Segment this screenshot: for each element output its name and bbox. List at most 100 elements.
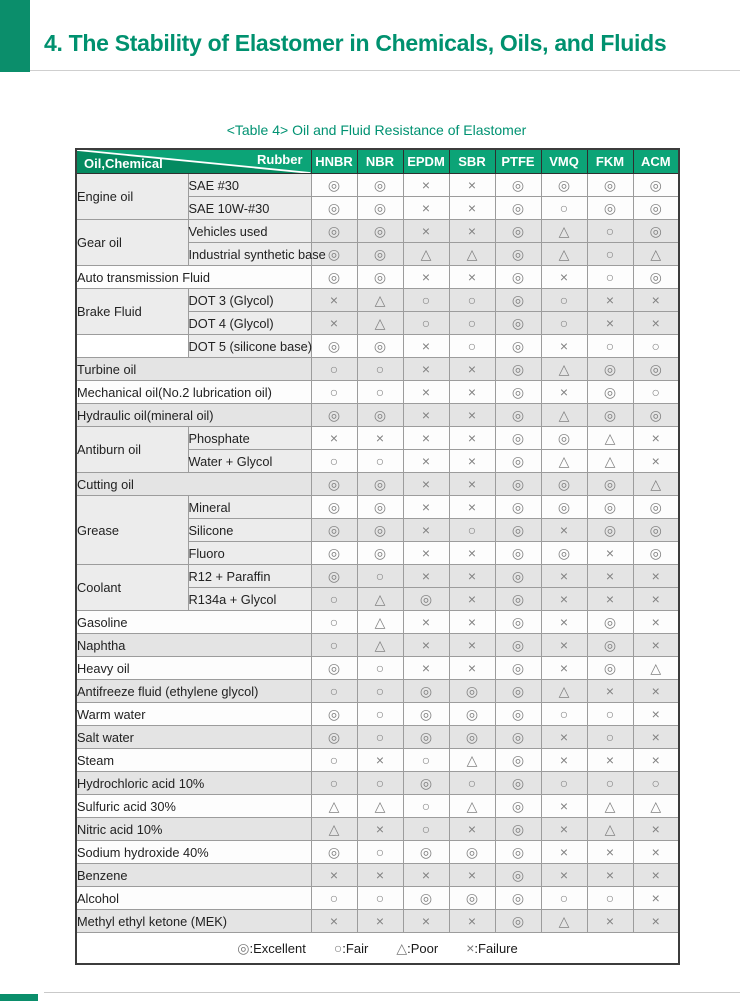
symbol-cell: ○ xyxy=(586,242,634,266)
symbol-cell: × xyxy=(540,725,588,749)
symbol-cell: ◎ xyxy=(494,196,542,220)
symbol-cell: ◎ xyxy=(632,403,680,427)
legend-item: ○:Fair xyxy=(333,940,369,956)
symbol-cell: ◎ xyxy=(586,472,634,496)
group-cell: Brake Fluid xyxy=(75,288,189,335)
symbol-cell: ◎ xyxy=(586,403,634,427)
symbol-cell: ◎ xyxy=(540,495,588,519)
symbol-cell: × xyxy=(632,449,680,473)
symbol-cell: ◎ xyxy=(494,610,542,634)
group-cell: Antiburn oil xyxy=(75,426,189,473)
symbol-cell: ○ xyxy=(310,748,358,772)
group-cell: Engine oil xyxy=(75,173,189,220)
row-label-cell: Antifreeze fluid (ethylene glycol) xyxy=(75,679,312,703)
symbol-cell: ○ xyxy=(586,219,634,243)
sub-label-cell: Fluoro xyxy=(187,541,312,565)
symbol-cell: ○ xyxy=(356,840,404,864)
symbol-cell: ◎ xyxy=(402,840,450,864)
row-label-cell: Hydrochloric acid 10% xyxy=(75,771,312,795)
symbol-cell: ◎ xyxy=(494,633,542,657)
symbol-cell: ○ xyxy=(540,886,588,910)
row-label-cell: Turbine oil xyxy=(75,357,312,381)
table-row: DOT 5 (silicone base) ◎ ◎ × ○ ◎ × ○ ○ xyxy=(75,334,680,358)
symbol-cell: ◎ xyxy=(310,403,358,427)
symbol-cell: × xyxy=(402,495,450,519)
symbol-cell: × xyxy=(402,173,450,197)
symbol-cell: × xyxy=(448,357,496,381)
symbol-cell: × xyxy=(540,840,588,864)
symbol-cell: ◎ xyxy=(356,173,404,197)
symbol-cell: ◎ xyxy=(356,334,404,358)
sub-label-cell: R134a + Glycol xyxy=(187,587,312,611)
table-row: Engine oil SAE #30 ◎ ◎ × × ◎ ◎ ◎ ◎ xyxy=(75,173,680,220)
symbol-cell: ○ xyxy=(356,702,404,726)
symbol-cell: ◎ xyxy=(494,334,542,358)
symbol-cell: ◎ xyxy=(310,725,358,749)
legend-item: △:Poor xyxy=(396,939,439,956)
column-header-sbr: SBR xyxy=(448,148,496,174)
row-label-cell: Sodium hydroxide 40% xyxy=(75,840,312,864)
symbol-cell: ◎ xyxy=(494,725,542,749)
symbol-cell: × xyxy=(402,219,450,243)
symbol-cell: ◎ xyxy=(494,311,542,335)
symbol-cell: ◎ xyxy=(494,242,542,266)
symbol-cell: × xyxy=(448,656,496,680)
symbol-cell: ◎ xyxy=(494,748,542,772)
sub-label-cell: SAE 10W-#30 xyxy=(187,196,312,220)
symbol-cell: ○ xyxy=(356,725,404,749)
symbol-cell: × xyxy=(310,909,358,933)
symbol-cell: ◎ xyxy=(402,587,450,611)
column-header-vmq: VMQ xyxy=(540,148,588,174)
symbol-cell: × xyxy=(448,495,496,519)
symbol-cell: ◎ xyxy=(632,541,680,565)
row-label-cell: Hydraulic oil(mineral oil) xyxy=(75,403,312,427)
diagonal-split-graphic xyxy=(77,150,310,173)
symbol-cell: × xyxy=(586,564,634,588)
symbol-cell: × xyxy=(448,265,496,289)
symbol-cell: ◎ xyxy=(586,380,634,404)
symbol-cell: △ xyxy=(540,909,588,933)
symbol-cell: ○ xyxy=(448,518,496,542)
symbol-cell: ◎ xyxy=(632,196,680,220)
symbol-cell: × xyxy=(402,633,450,657)
table-footer: ◎:Excellent ○:Fair △:Poor ×:Failure xyxy=(75,932,680,965)
symbol-cell: × xyxy=(356,748,404,772)
top-left-accent-block xyxy=(0,0,30,72)
symbol-cell: ◎ xyxy=(448,679,496,703)
symbol-cell: ◎ xyxy=(310,196,358,220)
symbol-cell: × xyxy=(632,817,680,841)
symbol-cell: △ xyxy=(356,311,404,335)
symbol-cell: ○ xyxy=(310,633,358,657)
symbol-cell: × xyxy=(540,656,588,680)
sub-label-cell: Vehicles used xyxy=(187,219,312,243)
symbol-cell: × xyxy=(632,311,680,335)
symbol-cell: × xyxy=(310,863,358,887)
symbol-cell: ○ xyxy=(586,334,634,358)
table-row: Salt water ◎ ○ ◎ ◎ ◎ × ○ × xyxy=(75,725,680,749)
symbol-cell: × xyxy=(632,909,680,933)
symbol-cell: ◎ xyxy=(494,863,542,887)
column-header-nbr: NBR xyxy=(356,148,404,174)
symbol-cell: × xyxy=(356,863,404,887)
symbol-cell: ◎ xyxy=(632,265,680,289)
symbol-cell: ○ xyxy=(402,794,450,818)
symbol-cell: × xyxy=(310,311,358,335)
table-row: Hydrochloric acid 10% ○ ○ ◎ ○ ◎ ○ ○ ○ xyxy=(75,771,680,795)
table-row: Auto transmission Fluid ◎ ◎ × × ◎ × ○ ◎ xyxy=(75,265,680,289)
legend-row: ◎:Excellent ○:Fair △:Poor ×:Failure xyxy=(75,932,680,965)
symbol-cell: ◎ xyxy=(494,265,542,289)
symbol-cell: × xyxy=(402,909,450,933)
symbol-cell: × xyxy=(540,610,588,634)
symbol-cell: ◎ xyxy=(494,587,542,611)
symbol-cell: ◎ xyxy=(310,334,358,358)
symbol-cell: × xyxy=(448,909,496,933)
symbol-cell: × xyxy=(632,886,680,910)
symbol-cell: ◎ xyxy=(494,449,542,473)
symbol-cell: △ xyxy=(586,449,634,473)
symbol-cell: ◎ xyxy=(310,219,358,243)
symbol-cell: ◎ xyxy=(540,541,588,565)
symbol-cell: × xyxy=(448,219,496,243)
symbol-cell: ○ xyxy=(356,564,404,588)
symbol-cell: × xyxy=(356,817,404,841)
table-row: Brake Fluid DOT 3 (Glycol) × △ ○ ○ ◎ ○ × × xyxy=(75,288,680,335)
